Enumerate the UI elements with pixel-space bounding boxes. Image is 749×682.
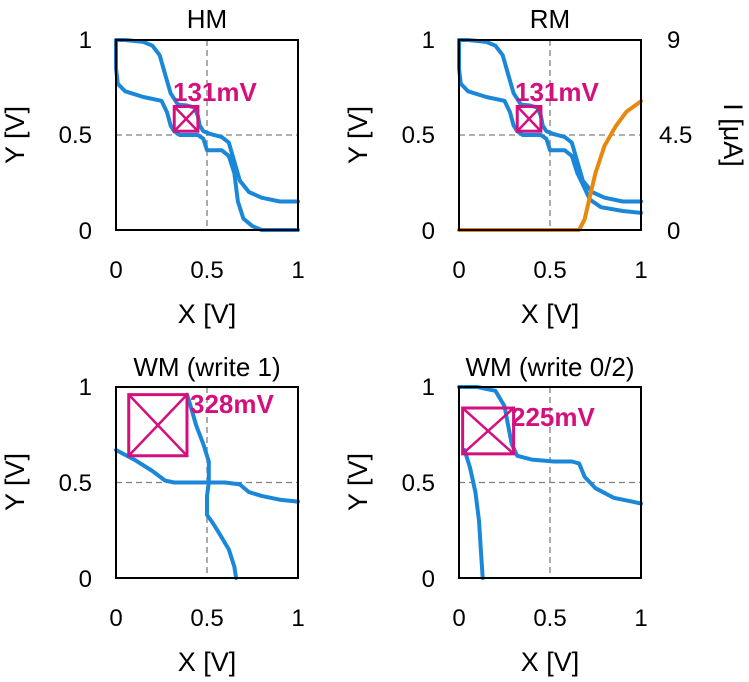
panel-wm-write02: WM (write 0/2) 225mV 1 0.5 0 0 0.5 1 X […	[343, 352, 648, 677]
eye-square	[461, 406, 516, 456]
y2-axis-label-rm: I [μA]	[718, 103, 748, 167]
eye-box-rm	[515, 105, 543, 133]
y-axis-label-hm: Y [V]	[0, 106, 30, 164]
y-tick-label: 0	[422, 218, 435, 245]
y-axis-label-wm-write02: Y [V]	[343, 453, 373, 511]
x-tick-label: 1	[634, 257, 647, 284]
read-current-line	[457, 99, 643, 232]
y2-tick-label: 9	[667, 27, 680, 54]
series-group-wm-write02	[457, 385, 643, 580]
butterfly-curve-b-line	[462, 448, 485, 580]
y-tick-label: 0	[79, 566, 92, 593]
butterfly-curve-b-line	[457, 38, 643, 215]
plot-frame-wm-write1	[115, 386, 299, 579]
butterfly-curve-b-line	[185, 392, 239, 580]
y-tick-label: 1	[422, 27, 435, 54]
x-tick-label: 1	[291, 257, 304, 284]
guide-lines-wm-write02	[459, 387, 641, 578]
y-axis-label-rm: Y [V]	[343, 106, 373, 164]
eye-diagonal	[173, 105, 199, 133]
x-tick-label: 1	[634, 605, 647, 632]
butterfly-curve-a-line	[457, 385, 643, 506]
x-tick-label: 0.5	[190, 605, 223, 632]
y2-tick-label: 0	[667, 218, 680, 245]
eye-square	[127, 393, 189, 458]
y-tick-label: 1	[79, 27, 92, 54]
x-axis-label-rm: X [V]	[521, 299, 580, 329]
y-tick-label: 0.5	[402, 470, 435, 497]
panel-rm: RM 131mV 1 0.5 0 9 4.5 0 0 0.5 1 X [V] Y…	[343, 4, 748, 329]
x-tick-label: 0.5	[190, 257, 223, 284]
eye-label-wm-write02: 225mV	[511, 402, 595, 432]
y2-tick-label: 4.5	[659, 122, 692, 149]
x-tick-label: 0	[109, 257, 122, 284]
eye-diagonal	[127, 393, 188, 457]
x-tick-label: 0.5	[533, 605, 566, 632]
panel-hm: HM 131mV 1 0.5 0 0 0.5 1 X [V] Y [V]	[0, 4, 305, 329]
guide-lines-hm	[116, 40, 298, 230]
eye-square	[172, 105, 200, 133]
y-tick-label: 0.5	[59, 122, 92, 149]
y-tick-label: 0.5	[402, 122, 435, 149]
chart-title-wm-write02: WM (write 0/2)	[466, 352, 635, 382]
series-group-wm-write1	[114, 392, 300, 580]
x-tick-label: 0.5	[533, 257, 566, 284]
plot-frame-rm	[458, 39, 642, 231]
eye-diagonal	[516, 105, 542, 133]
eye-label-rm: 131mV	[515, 77, 599, 107]
x-tick-label: 0	[109, 605, 122, 632]
eye-diagonal	[461, 407, 515, 455]
x-axis-label-wm-write1: X [V]	[178, 647, 237, 677]
y-tick-label: 1	[422, 374, 435, 401]
y-tick-label: 0	[422, 566, 435, 593]
eye-box-hm	[172, 105, 200, 133]
y-axis-label-wm-write1: Y [V]	[0, 453, 30, 511]
chart-title-rm: RM	[530, 4, 570, 34]
y-tick-label: 0.5	[59, 470, 92, 497]
x-tick-label: 1	[291, 605, 304, 632]
butterfly-curve-b-line	[114, 38, 300, 232]
y-tick-label: 0	[79, 218, 92, 245]
x-axis-label-hm: X [V]	[178, 299, 237, 329]
eye-box-wm-write02	[461, 406, 516, 456]
chart-title-wm-write1: WM (write 1)	[133, 352, 280, 382]
x-tick-label: 0	[452, 257, 465, 284]
eye-label-wm-write1: 328mV	[190, 389, 274, 419]
plot-frame-wm-write02	[458, 386, 642, 579]
x-axis-label-wm-write02: X [V]	[521, 647, 580, 677]
eye-label-hm: 131mV	[173, 77, 257, 107]
panel-wm-write1: WM (write 1) 328mV 1 0.5 0 0 0.5 1 X [V]…	[0, 352, 305, 677]
plot-frame-hm	[115, 39, 299, 231]
x-tick-label: 0	[452, 605, 465, 632]
y-tick-label: 1	[79, 374, 92, 401]
eye-box-wm-write1	[127, 393, 189, 458]
chart-title-hm: HM	[187, 4, 227, 34]
eye-square	[515, 105, 543, 133]
